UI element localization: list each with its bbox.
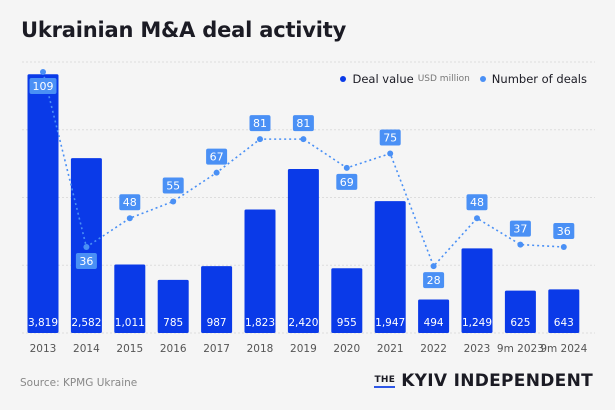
deal-count-label: 69: [340, 176, 354, 189]
bar-2015: [114, 264, 146, 333]
deal-count-label: 81: [253, 117, 267, 130]
chart-canvas: 3,819 2013 2,582 2014 1,011 2015 785 2016 987 201…: [22, 61, 595, 355]
bar-value-label: 643: [554, 317, 574, 329]
x-tick-label: 2022: [420, 343, 447, 355]
bar-2016: [157, 279, 189, 333]
deal-count-point: [83, 244, 90, 250]
deal-count-point: [430, 263, 437, 270]
source-note: Source: KPMG Ukraine: [20, 377, 138, 389]
deal-count-label-bg: [336, 173, 358, 190]
deal-count-label: 48: [123, 196, 137, 209]
bar-2018: [244, 209, 276, 333]
deal-count-label: 28: [427, 274, 441, 287]
deal-count-label: 37: [513, 223, 527, 236]
bar-2017: [201, 266, 233, 333]
bar-value-label: 625: [510, 317, 530, 329]
deal-count-label: 36: [557, 225, 571, 238]
deal-count-label: 109: [33, 80, 54, 93]
bar-value-label: 987: [207, 317, 227, 329]
deal-count-label-bg: [162, 177, 184, 194]
deal-count-label: 67: [210, 151, 224, 164]
bar-value-label: 494: [424, 317, 444, 329]
x-tick-label: 2020: [333, 343, 360, 355]
bar-value-label: 785: [163, 317, 183, 329]
deal-count-point: [126, 215, 133, 222]
brand-logo: THE KYIV INDEPENDENT: [374, 371, 593, 391]
bar-value-label: 2,582: [71, 317, 101, 329]
chart-title: Ukrainian M&A deal activity: [21, 18, 347, 42]
x-tick-label: 2019: [290, 343, 317, 355]
deal-count-label: 36: [79, 255, 93, 268]
deal-count-point: [474, 215, 480, 222]
deal-count-dot-icon: [479, 76, 486, 82]
deal-count-label-bg: [75, 253, 97, 269]
x-tick-label: 2014: [73, 343, 100, 355]
bar-value-label: 1,947: [375, 317, 405, 329]
deal-count-point: [213, 169, 220, 176]
x-tick-label: 2013: [30, 343, 57, 355]
x-tick-label: 2018: [247, 343, 274, 355]
deal-count-label-bg: [509, 220, 531, 237]
bar-value-label: 3,819: [28, 317, 58, 329]
deal-count-label-bg: [379, 129, 401, 146]
deal-value-dot-icon: [340, 76, 347, 82]
x-tick-label: 9m 2023: [497, 343, 544, 355]
bar-2019: [287, 169, 319, 333]
x-tick-label: 2023: [464, 343, 491, 355]
deal-count-point: [387, 150, 394, 157]
deal-count-label-bg: [29, 78, 57, 94]
brand-name: KYIV INDEPENDENT: [401, 371, 593, 391]
deal-count-point: [300, 136, 307, 143]
x-tick-label: 2017: [203, 343, 230, 355]
deal-count-label-bg: [466, 194, 488, 211]
deal-count-label-bg: [423, 272, 445, 289]
legend-label-deal-count: Number of deals: [491, 72, 587, 86]
deal-count-label-bg: [292, 115, 314, 132]
deal-count-point: [517, 241, 524, 248]
bar-2020: [331, 268, 363, 333]
x-tick-label: 2021: [377, 343, 404, 355]
deal-count-label-bg: [206, 148, 228, 165]
bar-9m-2024: [548, 289, 580, 333]
deal-count-label: 81: [296, 117, 310, 130]
deal-count-label: 75: [383, 132, 397, 145]
bar-2022: [418, 299, 450, 333]
bar-value-label: 955: [337, 317, 357, 329]
deal-count-label: 55: [166, 179, 180, 192]
bar-value-label: 1,011: [115, 317, 145, 329]
bar-2023: [461, 248, 493, 333]
bar-value-label: 1,249: [462, 317, 492, 329]
deal-count-point: [257, 136, 263, 143]
deal-count-label: 48: [470, 196, 484, 209]
deal-count-point: [560, 244, 567, 250]
deal-count-point: [40, 69, 46, 75]
bar-value-label: 2,420: [288, 317, 318, 329]
legend: Deal value USD million Number of deals: [330, 72, 587, 86]
deal-count-label-bg: [119, 194, 141, 211]
x-tick-label: 2015: [116, 343, 143, 355]
bar-2021: [374, 201, 406, 333]
deal-count-point: [170, 198, 177, 205]
bar-9m-2023: [504, 290, 536, 333]
legend-label-deal-value: Deal value: [352, 72, 414, 86]
legend-unit: USD million: [417, 74, 470, 84]
deal-count-label-bg: [553, 223, 575, 239]
x-tick-label: 9m 2024: [540, 343, 587, 355]
x-tick-label: 2016: [160, 343, 187, 355]
bar-2013: [27, 74, 59, 333]
brand-the: THE: [374, 375, 396, 388]
deal-count-label-bg: [249, 115, 271, 132]
deal-count-point: [343, 164, 350, 171]
legend-item-deal-count: Number of deals: [479, 72, 587, 86]
bar-value-label: 1,823: [245, 317, 275, 329]
legend-item-deal-value: Deal value USD million: [340, 72, 470, 86]
